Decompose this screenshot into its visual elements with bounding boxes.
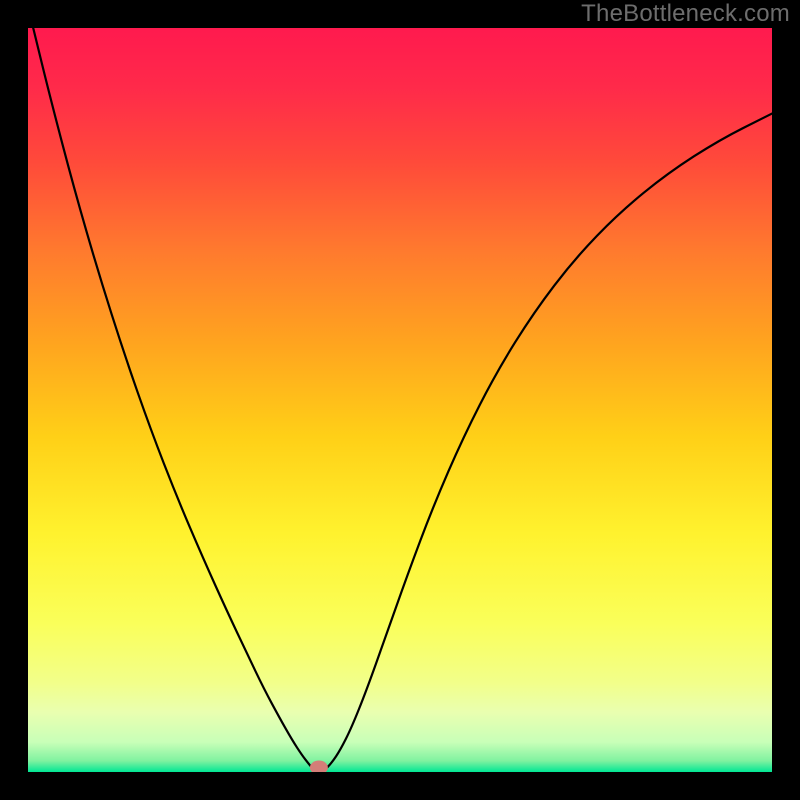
watermark-text: TheBottleneck.com <box>581 0 790 28</box>
plot-area <box>28 28 772 772</box>
chart-container: TheBottleneck.com <box>0 0 800 800</box>
